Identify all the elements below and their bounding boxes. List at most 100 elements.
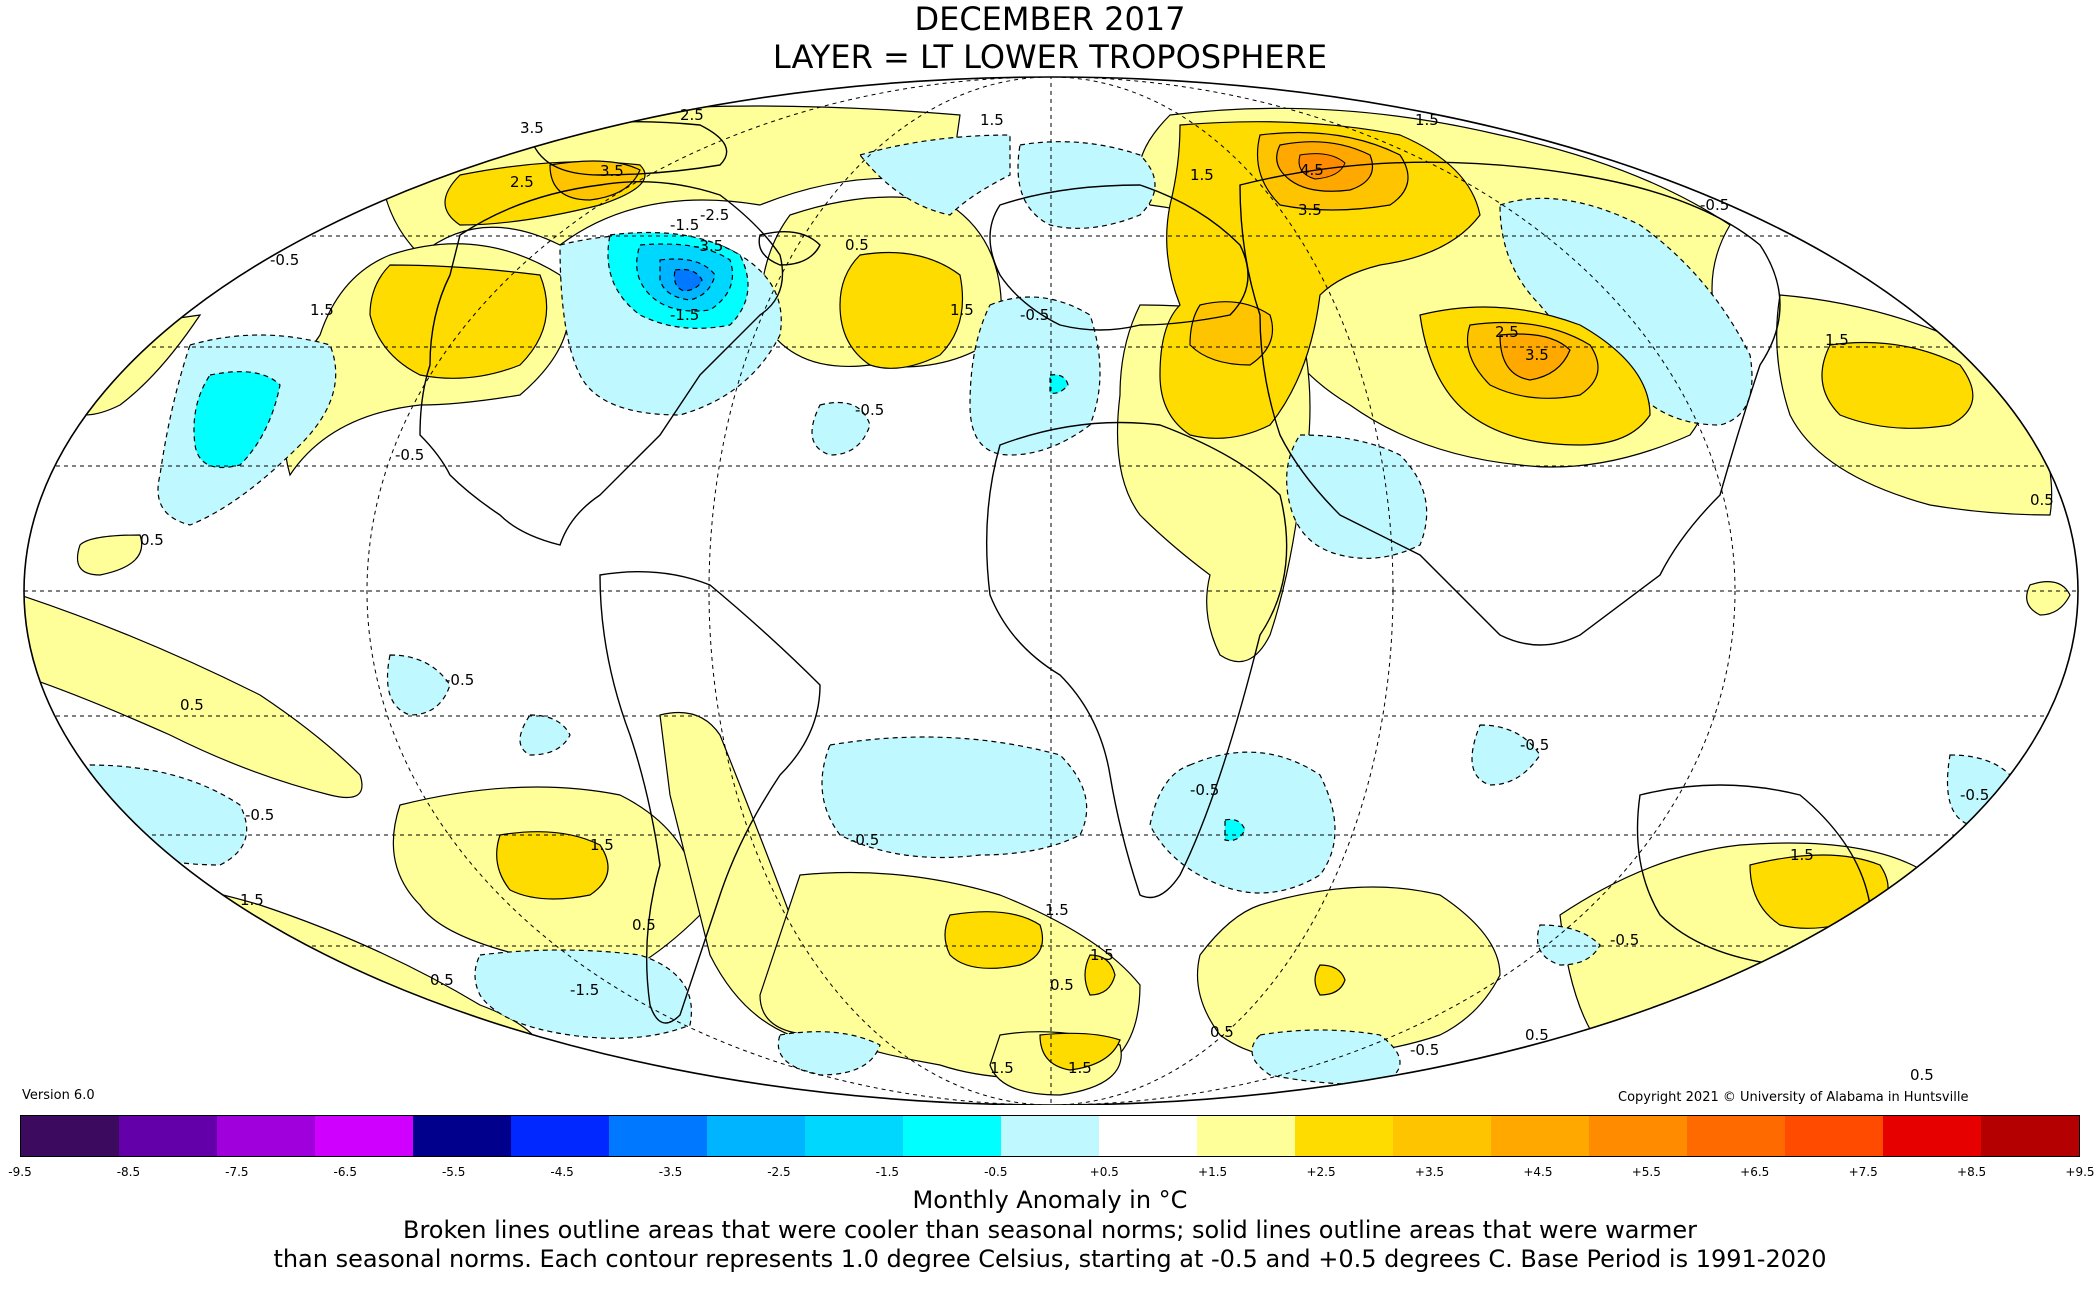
contour-label: -3.5	[694, 237, 723, 255]
color-swatch	[1981, 1116, 2079, 1156]
contour-label: -0.5	[445, 671, 474, 689]
color-swatch	[119, 1116, 217, 1156]
contour-label: 1.5	[1790, 846, 1814, 864]
units-caption: Monthly Anomaly in °C	[912, 1186, 1188, 1214]
contour-label: -1.5	[670, 216, 699, 234]
color-swatch	[1687, 1116, 1785, 1156]
contour-label: 3.5	[1525, 346, 1549, 364]
contour-label: 0.5	[845, 236, 869, 254]
contour-label: 4.5	[1300, 161, 1324, 179]
contour-label: 0.5	[2030, 491, 2054, 509]
graticule	[24, 77, 2078, 1105]
color-swatch	[511, 1116, 609, 1156]
contour-label: -0.5	[1020, 306, 1049, 324]
contour-label: 1.5	[1415, 111, 1439, 129]
color-swatch	[21, 1116, 119, 1156]
color-swatch	[1883, 1116, 1981, 1156]
contour-label: -0.5	[270, 251, 299, 269]
contour-label: 1.5	[1825, 331, 1849, 349]
contour-label: 0.5	[1210, 1023, 1234, 1041]
contour-label: -1.5	[570, 981, 599, 999]
color-tick-label: +8.5	[1957, 1165, 1987, 1179]
color-tick-label: -8.5	[116, 1165, 141, 1179]
contour-label: -0.5	[1410, 1041, 1439, 1059]
color-tick-label: -6.5	[333, 1165, 357, 1179]
color-swatch	[315, 1116, 413, 1156]
color-swatch	[1589, 1116, 1687, 1156]
contour-label: 1.5	[1068, 1059, 1092, 1077]
contour-label: 1.5	[990, 1059, 1014, 1077]
color-swatch	[413, 1116, 511, 1156]
color-tick-label: -0.5	[984, 1165, 1008, 1179]
contour-label: 1.5	[1045, 901, 1069, 919]
contour-label: 2.5	[1495, 323, 1519, 341]
color-swatch	[805, 1116, 903, 1156]
color-tick-label: +5.5	[1631, 1165, 1661, 1179]
color-swatch	[1197, 1116, 1295, 1156]
cold-core-regions	[193, 231, 1246, 842]
color-tick-label: -7.5	[225, 1165, 249, 1179]
contour-label: 1.5	[590, 836, 614, 854]
contour-label: 2.5	[510, 173, 534, 191]
color-swatch	[609, 1116, 707, 1156]
color-swatch	[1393, 1116, 1491, 1156]
contour-label: -0.5	[1960, 786, 1989, 804]
color-tick-label: +0.5	[1089, 1165, 1119, 1179]
globe-boundary	[23, 76, 2079, 1105]
color-tick-label: -5.5	[441, 1165, 466, 1179]
contour-label: -0.5	[395, 446, 424, 464]
color-tick-label: +3.5	[1414, 1165, 1445, 1179]
contour-label: 3.5	[1298, 201, 1322, 219]
color-swatch	[217, 1116, 315, 1156]
contour-label: 0.5	[1050, 976, 1074, 994]
color-tick-label: +2.5	[1306, 1165, 1336, 1179]
contour-label: -1.5	[670, 306, 699, 324]
contour-label: 1.5	[980, 111, 1004, 129]
color-tick-label: +9.5	[2065, 1165, 2095, 1179]
color-tick-label: -9.5	[8, 1165, 32, 1179]
contour-label: 1.5	[1190, 166, 1214, 184]
contour-label: 3.5	[520, 119, 544, 137]
description-line-1: Broken lines outline areas that were coo…	[403, 1216, 1697, 1244]
world-anomaly-map: 2.5 3.5 2.5 3.5 1.5 1.5 1.5 -0.5 -1.5 -2…	[23, 76, 2079, 1105]
contour-label: 1.5	[950, 301, 974, 319]
color-swatch	[1491, 1116, 1589, 1156]
contour-label: 1.5	[1090, 946, 1114, 964]
contour-label: 0.5	[140, 531, 164, 549]
description-line-2: than seasonal norms. Each contour repres…	[273, 1245, 1827, 1273]
contour-label: -2.5	[700, 206, 729, 224]
warm-4-5-regions	[1298, 153, 1346, 180]
color-tick-label: -1.5	[875, 1165, 900, 1179]
contour-label: 0.5	[1910, 1066, 1934, 1084]
color-tick-label: +7.5	[1848, 1165, 1878, 1179]
color-tick-label: -3.5	[658, 1165, 683, 1179]
contour-label: 1.5	[310, 301, 334, 319]
color-swatch	[707, 1116, 805, 1156]
contour-label: -0.5	[850, 831, 879, 849]
contour-label: 2.5	[680, 106, 704, 124]
map-subtitle: LAYER = LT LOWER TROPOSPHERE	[772, 38, 1328, 76]
contour-label: -0.5	[1520, 736, 1549, 754]
color-swatch	[1099, 1116, 1197, 1156]
contour-label: 0.5	[1525, 1026, 1549, 1044]
contour-label: 0.5	[180, 696, 204, 714]
contour-label: 0.5	[430, 971, 454, 989]
contour-label: 1.5	[240, 891, 264, 909]
map-title: DECEMBER 2017	[914, 0, 1186, 38]
warm-2-5-regions	[549, 131, 1599, 399]
contour-label: 0.5	[632, 916, 656, 934]
color-tick-label: +4.5	[1523, 1165, 1553, 1179]
contour-label: -0.5	[1700, 196, 1729, 214]
continent-outlines	[419, 120, 1871, 1024]
color-swatch	[1295, 1116, 1393, 1156]
color-tick-label: +1.5	[1198, 1165, 1228, 1179]
color-swatch	[903, 1116, 1001, 1156]
color-tick-label: -4.5	[550, 1165, 574, 1179]
color-scale-bar	[20, 1115, 2080, 1157]
color-scale-ticks: -9.5 -8.5 -7.5 -6.5 -5.5 -4.5 -3.5 -2.5 -1.5 -0.5…	[8, 1165, 2094, 1181]
contour-label: 3.5	[600, 162, 624, 180]
contour-label: -0.5	[245, 806, 274, 824]
contour-labels: 2.5 3.5 2.5 3.5 1.5 1.5 1.5 -0.5 -1.5 -2…	[140, 106, 2054, 1084]
contour-label: -0.5	[1610, 931, 1639, 949]
contour-label: -0.5	[855, 401, 884, 419]
